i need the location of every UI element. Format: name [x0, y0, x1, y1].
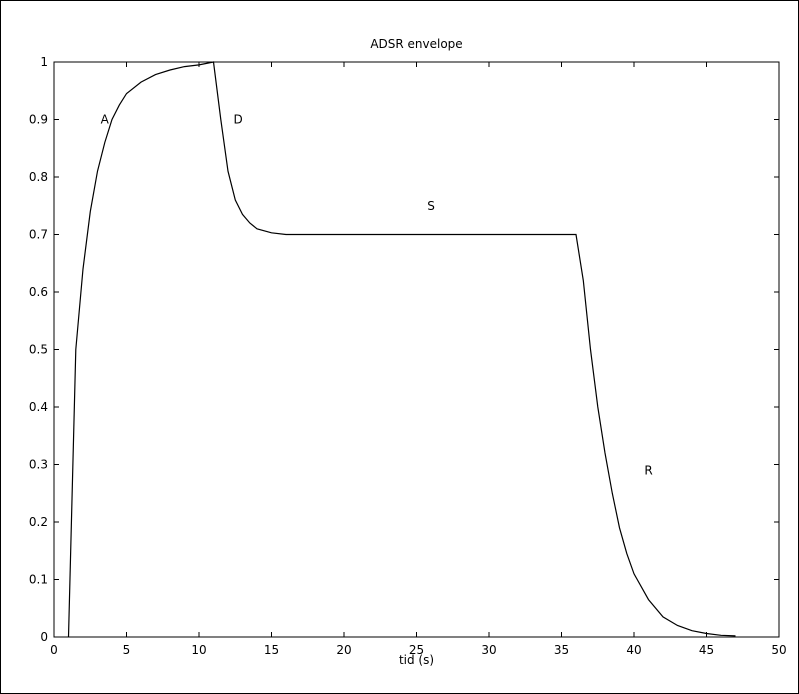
- x-tick-label: 5: [123, 643, 131, 657]
- x-tick-label: 40: [626, 643, 641, 657]
- annotation-a: A: [101, 113, 110, 127]
- annotation-d: D: [234, 113, 243, 127]
- y-tick-label: 0.6: [29, 285, 48, 299]
- x-tick-label: 35: [554, 643, 569, 657]
- envelope-series-line: [67, 61, 736, 638]
- x-tick-label: 25: [409, 643, 424, 657]
- annotation-s: S: [427, 199, 435, 213]
- y-tick-label: 0.7: [29, 228, 48, 242]
- x-tick-label: 30: [481, 643, 496, 657]
- plot-area-box: [53, 61, 780, 638]
- y-tick-label: 0.4: [29, 400, 48, 414]
- y-tick-label: 0.8: [29, 170, 48, 184]
- x-tick-label: 10: [191, 643, 206, 657]
- x-tick-label: 50: [771, 643, 786, 657]
- y-tick-label: 0.9: [29, 113, 48, 127]
- annotation-r: R: [644, 463, 652, 477]
- x-tick-label: 45: [699, 643, 714, 657]
- x-tick-label: 0: [50, 643, 58, 657]
- y-tick-label: 0.1: [29, 573, 48, 587]
- phase-annotations: A D S R: [101, 113, 653, 478]
- x-axis-label: tid (s): [399, 653, 434, 667]
- chart-title: ADSR envelope: [370, 37, 462, 51]
- y-tick-label: 0.3: [29, 458, 48, 472]
- y-axis-ticks: 0 0.1 0.2 0.3 0.4 0.5 0.6 0.7 0.8 0.9 1: [29, 55, 779, 644]
- x-tick-label: 15: [264, 643, 279, 657]
- x-tick-label: 20: [336, 643, 351, 657]
- y-tick-label: 0.2: [29, 515, 48, 529]
- y-tick-label: 1: [40, 55, 48, 69]
- y-tick-label: 0.5: [29, 343, 48, 357]
- y-tick-label: 0: [40, 630, 48, 644]
- x-axis-ticks: 0 5 10 15 20 25 30 35 40 45 50: [50, 62, 787, 657]
